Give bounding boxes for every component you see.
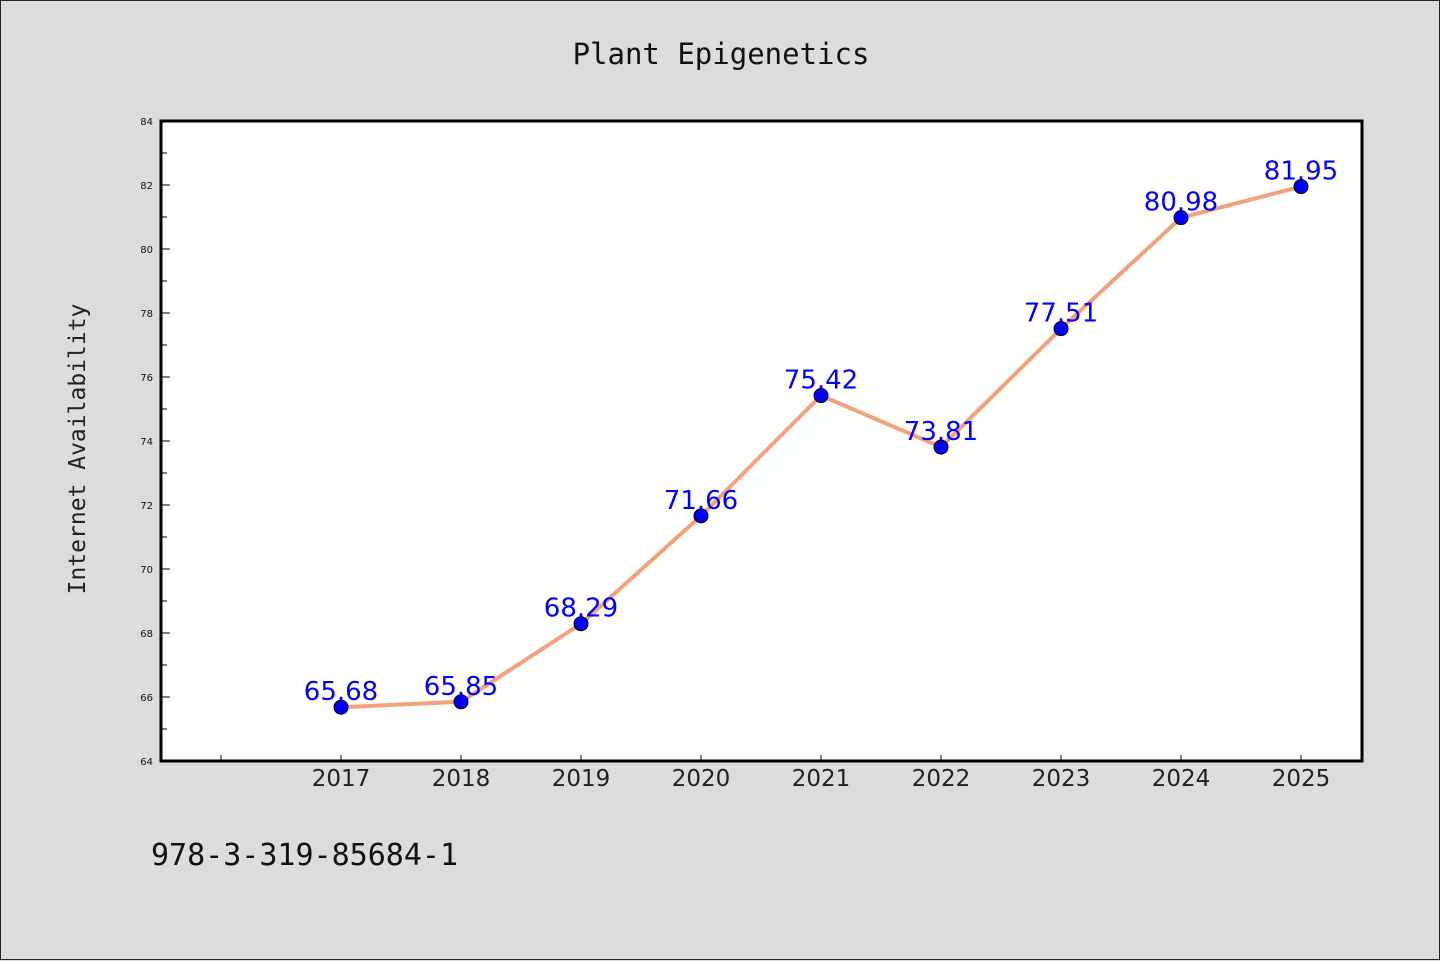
data-label: 80.98 <box>1144 188 1218 218</box>
y-tick-label: 74 <box>140 437 153 448</box>
data-label: 77.51 <box>1024 299 1098 329</box>
y-tick-label: 80 <box>140 245 153 256</box>
plot-area <box>161 121 1362 761</box>
y-tick-label: 70 <box>140 565 153 576</box>
y-tick-label: 64 <box>140 757 153 768</box>
x-tick-label: 2025 <box>1272 766 1331 792</box>
x-tick-label: 2020 <box>672 766 731 792</box>
plot-frame <box>159 119 1364 763</box>
data-point <box>453 694 469 710</box>
data-point <box>933 439 949 455</box>
series-layer: 65.68 65.85 68.29 71.66 75.42 73.81 77.51 80.98… <box>304 157 1338 715</box>
y-axis-label: Internet Availability <box>65 304 91 595</box>
y-tick-label: 66 <box>140 693 153 704</box>
y-tick-label: 78 <box>140 309 153 320</box>
x-tick-label: 2017 <box>312 766 371 792</box>
x-tick-label: 2023 <box>1032 766 1091 792</box>
y-tick-label: 84 <box>140 117 153 128</box>
data-label: 73.81 <box>904 417 978 447</box>
data-label: 65.85 <box>424 672 498 702</box>
x-tick-label: 2022 <box>912 766 971 792</box>
y-tick-label: 68 <box>140 629 153 640</box>
data-label: 81.95 <box>1264 157 1338 187</box>
footnote-isbn: 978-3-319-85684-1 <box>151 838 458 873</box>
x-axis: 2017 2018 2019 2020 2021 2022 2023 2024 2025 <box>220 755 1331 792</box>
y-tick-label: 76 <box>140 373 153 384</box>
data-point <box>573 616 589 632</box>
y-tick-label: 72 <box>140 501 153 512</box>
y-tick-label: 82 <box>140 181 153 192</box>
data-point <box>1173 210 1189 226</box>
data-label: 75.42 <box>784 366 858 396</box>
data-point <box>813 388 829 404</box>
data-point <box>1053 321 1069 337</box>
data-label: 71.66 <box>664 486 738 516</box>
x-tick-label: 2019 <box>552 766 611 792</box>
x-tick-label: 2018 <box>432 766 491 792</box>
x-tick-label: 2024 <box>1152 766 1211 792</box>
x-tick-label: 2021 <box>792 766 851 792</box>
data-label: 68.29 <box>544 594 618 624</box>
data-point <box>333 699 349 715</box>
chart-title: Plant Epigenetics <box>573 37 870 71</box>
data-point <box>693 508 709 524</box>
data-label: 65.68 <box>304 677 378 707</box>
data-point <box>1293 179 1309 195</box>
